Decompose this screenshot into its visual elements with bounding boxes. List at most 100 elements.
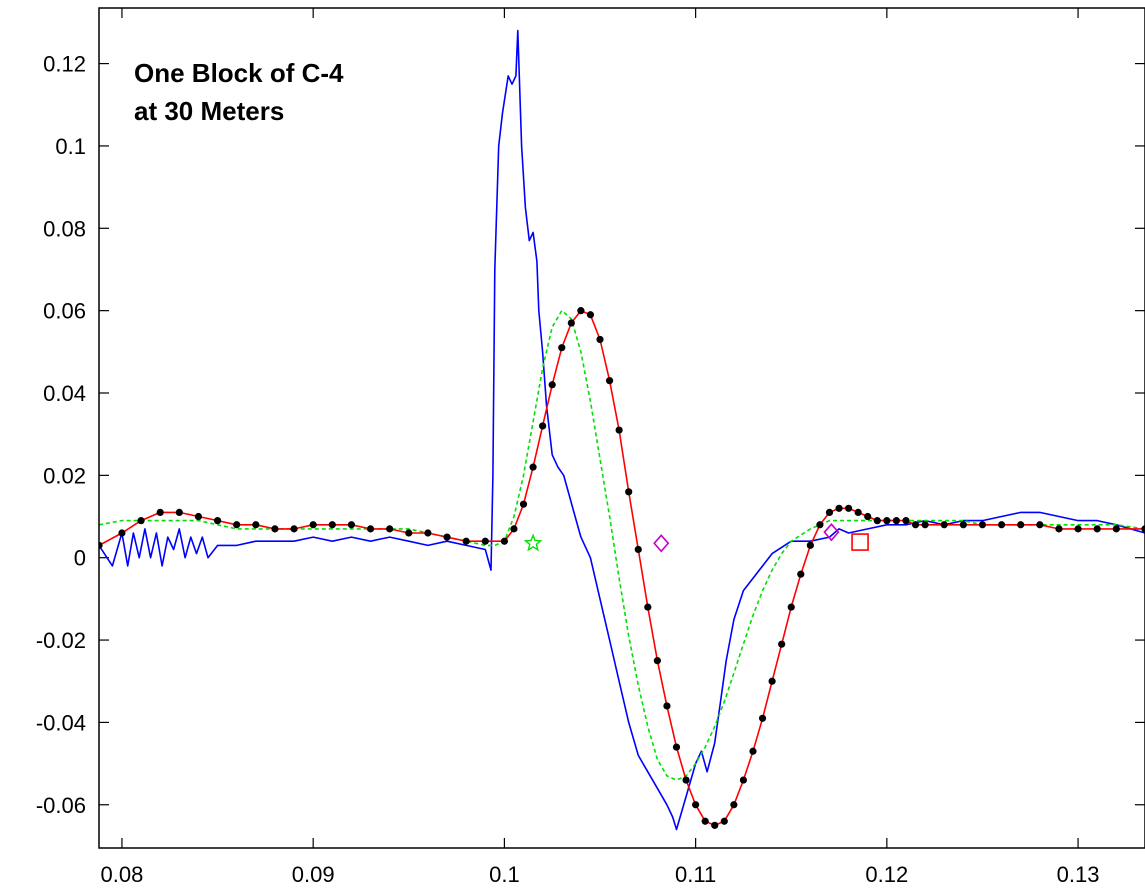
series-3-point — [366, 525, 375, 533]
series-3-point — [424, 529, 432, 537]
series-3-point — [175, 508, 183, 517]
star-marker — [523, 533, 543, 552]
series-3-point — [873, 517, 881, 525]
y-tick-label: 0.06 — [43, 299, 86, 324]
series-group — [99, 29, 1145, 831]
series-3-point — [309, 521, 317, 529]
diamond-marker — [823, 522, 840, 542]
series-3-point — [959, 521, 967, 529]
x-axis-ticks: 0.08 0.09 0.1 0.11 0.12 0.13 — [101, 8, 1100, 887]
series-3-point — [978, 521, 987, 529]
series-3-point — [443, 533, 451, 541]
series-3-point — [653, 657, 661, 665]
series-3-point — [902, 517, 910, 525]
series-3-point — [1093, 525, 1101, 533]
series-3-point — [692, 801, 700, 809]
series-3-point — [529, 463, 537, 471]
x-tick-label: 0.12 — [865, 862, 908, 887]
series-3-point — [615, 426, 623, 434]
series-3-point — [539, 422, 547, 430]
series-3-point — [825, 508, 834, 517]
y-tick-label: 0.12 — [43, 52, 86, 77]
series-3-point — [730, 801, 738, 809]
series-3-point — [118, 529, 126, 537]
series-3-point — [1017, 521, 1025, 529]
y-axis-ticks: 0.12 0.1 0.08 0.06 0.04 0.02 0 -0.02 -0.04 -0.06 — [36, 52, 1145, 818]
annotation-line-2: at 30 Meters — [134, 96, 284, 126]
series-3-point — [892, 517, 901, 525]
series-3-point — [1036, 521, 1044, 529]
series-3-point — [644, 603, 652, 611]
y-tick-label: 0 — [74, 546, 86, 571]
series-3-point — [835, 504, 843, 512]
series-3-point — [883, 517, 891, 525]
y-tick-label: -0.06 — [36, 793, 86, 818]
series-3-point — [548, 381, 556, 389]
series-3-point — [845, 504, 853, 512]
series-3-point — [672, 743, 681, 751]
series-3-point — [739, 776, 748, 784]
series-3-point — [1112, 525, 1120, 533]
series-3-point — [500, 537, 508, 545]
series-3-point — [586, 311, 595, 319]
y-tick-label: 0.08 — [43, 216, 86, 241]
series-3-point — [997, 521, 1006, 529]
axes-frame — [98, 7, 1145, 849]
series-3-point — [596, 335, 604, 344]
y-tick-label: -0.04 — [36, 710, 86, 735]
series-line-2 — [99, 309, 1145, 781]
series-3-point — [290, 525, 298, 533]
series-3-point — [778, 640, 786, 648]
series-3-point — [605, 377, 614, 385]
y-tick-label: -0.02 — [36, 628, 86, 653]
x-tick-label: 0.13 — [1057, 862, 1100, 887]
series-3-point — [328, 521, 336, 529]
series-3-point — [625, 488, 633, 496]
series-3-point — [940, 521, 948, 529]
series-3-point — [510, 525, 518, 533]
series-3-point — [156, 508, 164, 517]
series-3-point — [558, 344, 566, 352]
series-line-1 — [99, 29, 1145, 831]
series-3-point — [720, 817, 728, 825]
series-3-point — [816, 521, 824, 529]
y-tick-label: 0.1 — [55, 134, 86, 159]
series-3-point — [1074, 525, 1082, 533]
series-3-point — [634, 545, 642, 554]
series-3-point — [711, 821, 719, 829]
x-tick-label: 0.08 — [101, 862, 144, 887]
series-3-point — [701, 817, 709, 825]
series-3-point — [787, 603, 795, 611]
series-3-point — [271, 525, 279, 533]
series-3-point — [663, 702, 671, 710]
series-3-point — [1055, 525, 1063, 533]
series-3-point — [854, 508, 862, 517]
series-3-point — [233, 521, 241, 529]
series-3-point — [1141, 525, 1145, 533]
series-3-point — [462, 537, 470, 545]
x-tick-label: 0.1 — [489, 862, 520, 887]
y-tick-label: 0.02 — [43, 463, 86, 488]
series-3-point — [682, 776, 690, 784]
series-3-point — [749, 747, 757, 755]
series-line-3 — [99, 309, 1145, 827]
series-3-point — [194, 512, 203, 521]
series-3-point — [921, 521, 929, 529]
annotation-line-1: One Block of C-4 — [134, 58, 344, 88]
square-marker — [851, 533, 869, 551]
series-3-point — [797, 570, 805, 578]
y-tick-label: 0.04 — [43, 381, 86, 406]
series-3-point — [252, 521, 260, 529]
series-3-point — [99, 541, 103, 549]
series-3-point — [911, 521, 920, 529]
series-3-point — [758, 714, 767, 722]
series-3-point — [347, 521, 356, 529]
series-3-point — [386, 525, 394, 533]
series-3-point — [519, 500, 528, 508]
plot-area — [99, 29, 1145, 831]
x-tick-label: 0.09 — [292, 862, 335, 887]
series-3-point — [806, 541, 814, 549]
series-3-point — [137, 517, 145, 525]
series-3-point — [567, 319, 575, 327]
